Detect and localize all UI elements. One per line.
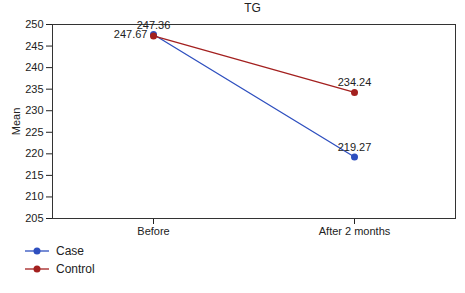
- svg-text:219.27: 219.27: [338, 141, 372, 153]
- svg-text:250: 250: [25, 18, 43, 30]
- svg-text:Mean: Mean: [10, 108, 22, 136]
- svg-text:215: 215: [25, 169, 43, 181]
- svg-text:247.67: 247.67: [113, 28, 148, 41]
- html-text:Case: Case: [56, 244, 84, 258]
- svg-text:247.36: 247.36: [137, 19, 171, 31]
- svg-text:245: 245: [25, 40, 43, 52]
- svg-text:235: 235: [25, 83, 43, 95]
- svg-text:240: 240: [25, 61, 43, 73]
- svg-text:After 2 months: After 2 months: [319, 225, 391, 237]
- svg-text:225: 225: [25, 126, 43, 138]
- svg-text:230: 230: [25, 104, 43, 116]
- html-text:Control: Control: [56, 262, 95, 276]
- svg-text:210: 210: [25, 190, 43, 202]
- svg-text:205: 205: [25, 212, 43, 224]
- svg-text:220: 220: [25, 147, 43, 159]
- svg-text:234.24: 234.24: [338, 76, 372, 88]
- html-text:TG: TG: [244, 1, 261, 15]
- svg-text:Before: Before: [137, 225, 169, 237]
